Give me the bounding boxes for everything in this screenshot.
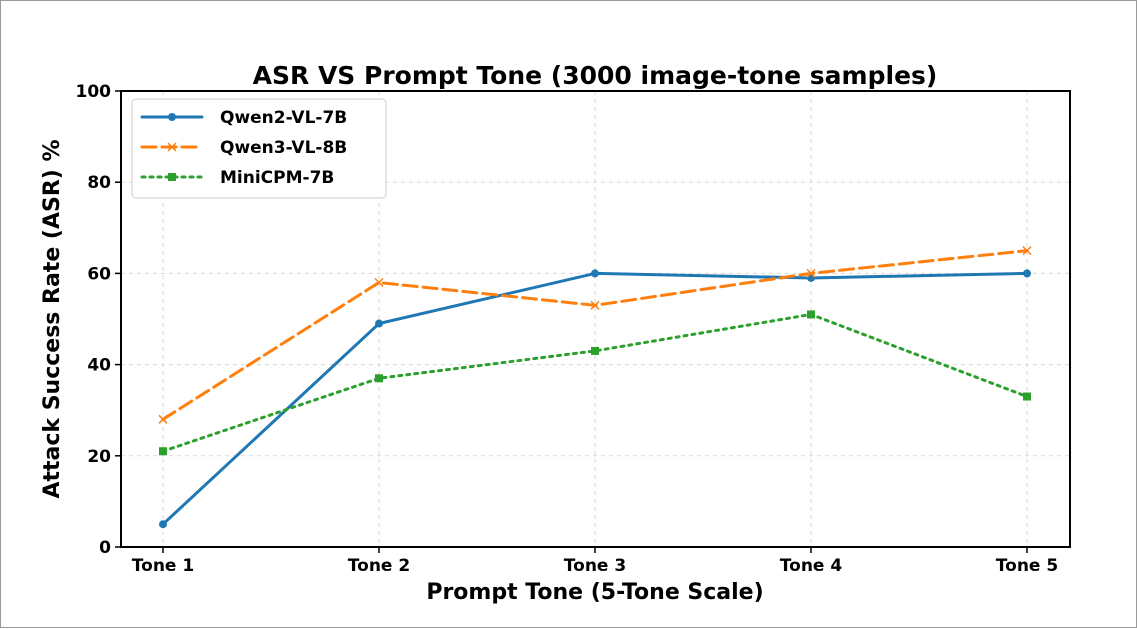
data-point (591, 346, 599, 355)
series-minicpm-7b (159, 310, 1031, 456)
data-point (159, 520, 167, 529)
x-tick-label: Tone 3 (564, 556, 626, 576)
marker-stroke (158, 414, 168, 424)
y-tick-label: 100 (76, 82, 112, 102)
y-tick-label: 20 (87, 447, 111, 467)
marker-stroke (806, 268, 816, 278)
y-tick-label: 60 (87, 264, 111, 284)
x-tick-label: Tone 2 (348, 556, 410, 576)
x-tick-label: Tone 4 (780, 556, 843, 576)
data-point (375, 319, 383, 328)
data-point (159, 447, 167, 456)
x-tick-label: Tone 5 (996, 556, 1058, 576)
data-point (591, 269, 599, 278)
series-lines (158, 246, 1032, 529)
legend-label: Qwen2-VL-7B (220, 108, 347, 128)
data-point (374, 277, 384, 288)
data-point (1022, 246, 1032, 256)
legend-marker (167, 142, 177, 152)
marker-stroke (590, 300, 600, 310)
marker-stroke (374, 277, 384, 288)
data-point (1023, 269, 1031, 278)
data-point (806, 268, 816, 278)
series-qwen3-vl-8b (158, 246, 1032, 424)
chart-title: ASR VS Prompt Tone (3000 image-tone samp… (253, 61, 938, 90)
legend: Qwen2-VL-7B Qwen3-VL-8B MiniCPM-7B (131, 98, 387, 199)
legend-marker (168, 173, 176, 181)
y-tick-label: 0 (99, 538, 111, 558)
y-tick-label: 80 (87, 173, 111, 193)
y-axis-label: Attack Success Rate (ASR) % (40, 139, 65, 498)
data-point (807, 310, 815, 319)
legend-label: Qwen3-VL-8B (220, 138, 347, 158)
legend-label: MiniCPM-7B (220, 168, 334, 188)
marker-stroke (1022, 246, 1032, 256)
y-tick-label: 40 (87, 356, 111, 376)
series-qwen2-vl-7b (159, 269, 1031, 529)
legend-item: Qwen3-VL-8B (140, 138, 347, 158)
legend-item: Qwen2-VL-7B (140, 108, 347, 128)
marker-stroke (167, 142, 177, 152)
data-point (1023, 392, 1031, 401)
series-line (161, 312, 1029, 453)
x-axis-label: Prompt Tone (5-Tone Scale) (426, 580, 763, 605)
legend-box (131, 98, 387, 199)
x-tick-label: Tone 1 (132, 556, 194, 576)
legend-marker (168, 113, 176, 121)
data-point (375, 374, 383, 383)
data-point (158, 414, 168, 424)
legend-item: MiniCPM-7B (140, 168, 334, 188)
tick-labels: 0 20 40 60 80 100 Tone 1 Tone 2 Tone 3 Tone 4 Tone… (76, 82, 1059, 576)
data-point (590, 300, 600, 310)
